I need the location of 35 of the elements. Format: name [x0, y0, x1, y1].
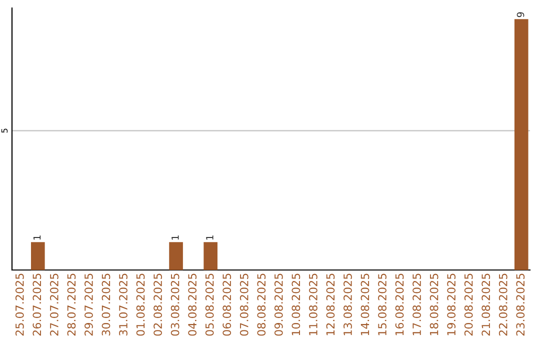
x-tick-label: 13.08.2025	[344, 274, 352, 336]
x-tick-label: 02.08.2025	[154, 274, 162, 336]
x-tick-label: 03.08.2025	[170, 274, 180, 336]
x-tick-label: 01.08.2025	[136, 274, 145, 336]
x-tick-label: 28.07.2025	[67, 274, 76, 336]
x-tick-label: 07.08.2025	[240, 274, 248, 336]
x-tick-label: 27.07.2025	[50, 274, 58, 336]
data-label: 9	[516, 12, 524, 18]
x-tick-label: 05.08.2025	[205, 274, 214, 336]
data-label: 1	[172, 235, 179, 240]
x-tick-label: 17.08.2025	[412, 274, 421, 336]
x-tick-label: 08.08.2025	[257, 274, 266, 336]
x-tick-label: 15.08.2025	[378, 274, 386, 336]
x-tick-label: 18.08.2025	[430, 274, 438, 336]
x-tick-label: 22.08.2025	[498, 274, 508, 336]
x-tick-label: 26.07.2025	[32, 274, 42, 336]
x-tick-label: 23.08.2025	[516, 274, 525, 336]
x-tick-label: 11.08.2025	[308, 274, 318, 336]
x-tick-label: 06.08.2025	[222, 274, 232, 336]
x-tick-label: 10.08.2025	[292, 274, 300, 336]
x-tick-label: 20.08.2025	[464, 274, 473, 336]
x-tick-label: 19.08.2025	[447, 274, 456, 336]
x-tick-label: 04.08.2025	[188, 274, 197, 336]
x-tick-label: 29.07.2025	[84, 274, 93, 336]
data-label: 1	[206, 235, 214, 240]
x-tick-label: 25.07.2025	[15, 274, 24, 336]
x-tick-label: 21.08.2025	[482, 274, 490, 336]
x-tick-label: 31.07.2025	[119, 274, 128, 336]
data-label: 1	[33, 235, 41, 240]
x-tick-label: 16.08.2025	[395, 274, 404, 336]
x-tick-label: 09.08.2025	[274, 274, 283, 336]
x-tick-label: 14.08.2025	[360, 274, 370, 336]
x-tick-label: 12.08.2025	[326, 274, 335, 336]
x-tick-label: 30.07.2025	[102, 274, 110, 336]
y-tick-label: 5	[1, 128, 8, 133]
